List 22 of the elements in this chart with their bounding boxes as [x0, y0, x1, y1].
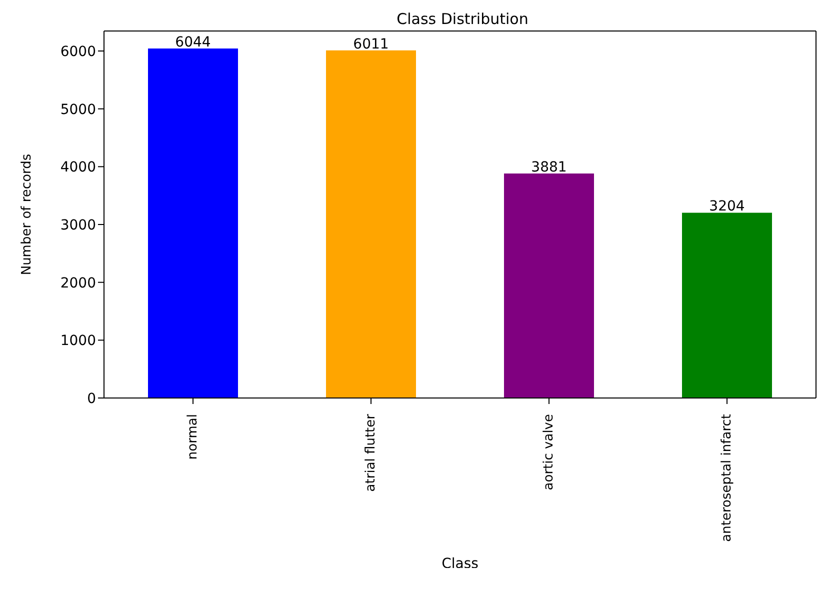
data-label: 3204: [709, 198, 745, 215]
bar: [682, 212, 772, 398]
y-tick-label: 4000: [60, 160, 96, 176]
y-axis-title: Number of records: [20, 154, 35, 276]
y-tick-label: 3000: [60, 217, 96, 234]
chart-title: Class Distribution: [396, 10, 530, 28]
x-tick-label: atrial flutter: [364, 413, 379, 492]
bar: [148, 48, 238, 398]
x-tick-label: normal: [186, 414, 201, 460]
y-tick-label: 0: [87, 390, 96, 407]
x-tick-label: anteroseptal infarct: [720, 414, 735, 542]
x-axis-title: Class: [442, 556, 478, 572]
y-tick-label: 6000: [60, 44, 96, 60]
data-label: 6044: [175, 34, 211, 50]
bar: [326, 50, 416, 398]
y-tick-label: 2000: [60, 275, 96, 292]
x-tick-label: aortic valve: [542, 414, 557, 490]
y-tick-label: 5000: [60, 102, 96, 118]
y-tick-label: 1000: [60, 333, 96, 350]
data-label: 6011: [353, 36, 389, 52]
bar: [504, 174, 594, 398]
data-label: 3881: [531, 160, 567, 176]
